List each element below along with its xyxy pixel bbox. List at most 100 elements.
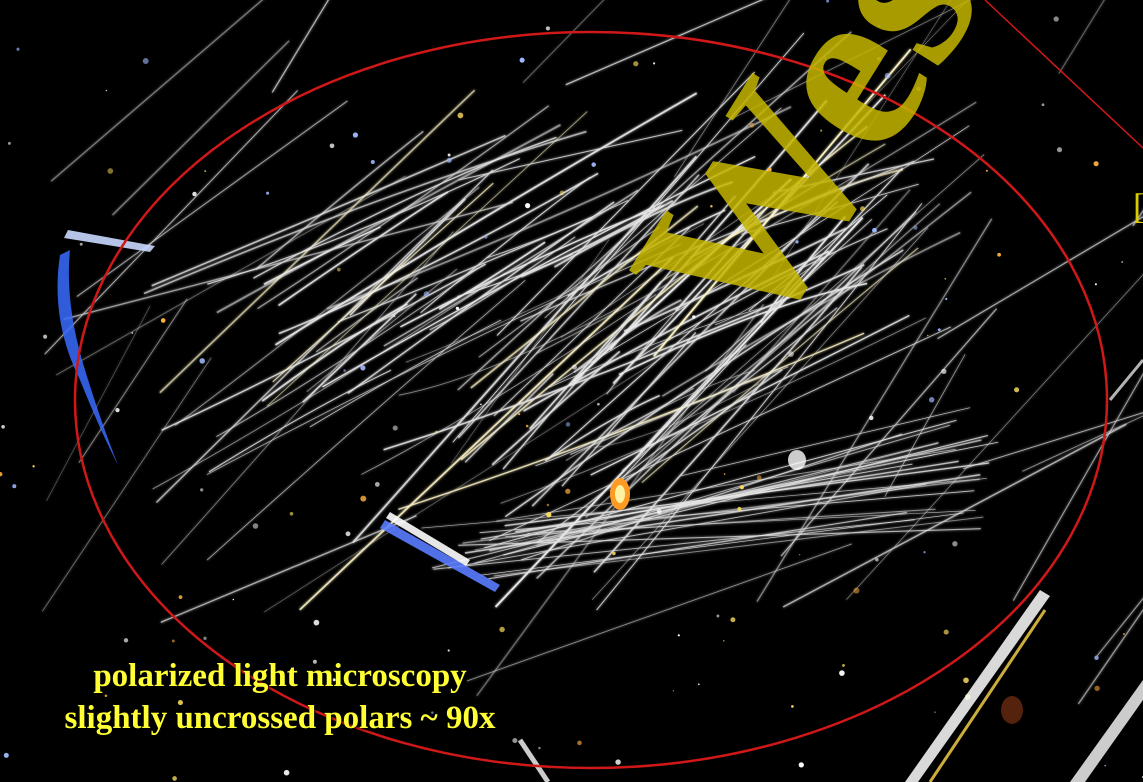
fiber <box>536 307 838 544</box>
particle <box>945 297 948 301</box>
fiber <box>782 423 1127 608</box>
particle <box>749 122 755 128</box>
particle <box>656 509 662 515</box>
fiber <box>208 369 392 473</box>
particle <box>824 57 827 60</box>
particle <box>937 328 941 332</box>
fiber <box>520 160 915 322</box>
particle <box>16 47 20 51</box>
particle <box>697 683 700 686</box>
fiber <box>504 249 904 518</box>
fiber <box>590 314 910 476</box>
particle <box>393 315 396 318</box>
fiber <box>732 189 911 393</box>
particle <box>423 291 430 297</box>
fiber <box>565 0 764 86</box>
particle <box>160 318 166 323</box>
fiber <box>266 111 588 407</box>
particle <box>1094 655 1099 661</box>
fiber <box>680 407 971 477</box>
fiber <box>50 0 264 182</box>
fiber <box>76 100 348 297</box>
caption-line-2: slightly uncrossed polars ~ 90x <box>64 700 496 736</box>
particle <box>591 162 596 167</box>
particle <box>876 56 882 61</box>
particle <box>798 762 804 768</box>
fiber <box>78 298 188 463</box>
particle <box>329 143 335 149</box>
particle <box>1041 103 1045 107</box>
fiber <box>629 228 888 363</box>
fiber <box>963 412 1143 470</box>
fiber <box>591 227 929 601</box>
particle <box>546 503 550 507</box>
fiber <box>278 191 449 307</box>
fiber <box>457 31 852 391</box>
particle <box>572 364 577 370</box>
particle <box>545 26 550 31</box>
fiber <box>306 268 458 393</box>
asbestos-fiber-bundle <box>41 0 1143 705</box>
particle <box>820 129 823 132</box>
particle <box>457 112 464 119</box>
particle <box>767 167 772 172</box>
fiber <box>520 433 903 561</box>
particle <box>872 227 877 233</box>
fiber <box>759 216 846 324</box>
particle <box>788 351 794 357</box>
particle <box>565 488 571 494</box>
particle <box>677 634 680 637</box>
particle <box>963 677 969 684</box>
particle <box>798 553 801 556</box>
annotation-pointer-line <box>984 0 1143 149</box>
particle <box>1056 147 1063 153</box>
particle <box>283 769 290 776</box>
fiber <box>398 305 623 396</box>
particle <box>1014 387 1020 393</box>
fiber <box>1058 0 1105 74</box>
fiber <box>206 243 682 475</box>
fiber <box>496 71 756 336</box>
particle <box>952 541 958 547</box>
particle <box>431 711 434 714</box>
fiber <box>1012 373 1143 601</box>
fiber <box>322 155 756 388</box>
fiber <box>515 460 959 533</box>
particle <box>633 61 639 67</box>
particle <box>512 738 518 744</box>
particle <box>597 402 600 406</box>
fiber <box>349 198 466 316</box>
particle <box>447 153 451 157</box>
particle <box>177 700 183 706</box>
fiber <box>400 204 665 328</box>
particle <box>352 132 359 138</box>
particle <box>499 626 505 633</box>
fiber <box>937 216 1143 340</box>
particle <box>484 235 488 239</box>
particle <box>878 25 881 28</box>
fiber <box>309 319 502 428</box>
fiber <box>271 0 330 93</box>
fiber <box>337 216 593 323</box>
particle <box>997 252 1001 257</box>
fiber <box>573 299 682 374</box>
fiber <box>496 448 956 522</box>
fiber <box>398 332 865 511</box>
fiber <box>63 201 513 320</box>
fiber <box>494 216 864 608</box>
particle <box>455 306 460 311</box>
particle <box>107 168 114 174</box>
particle <box>3 752 9 758</box>
particle <box>370 159 375 165</box>
fiber <box>728 0 971 121</box>
particle <box>313 619 320 626</box>
fiber <box>438 241 546 310</box>
particle <box>360 365 366 371</box>
fiber <box>160 515 417 623</box>
fiber <box>1077 609 1143 705</box>
fiber <box>639 167 904 453</box>
fiber <box>488 511 907 580</box>
fiber <box>846 274 1143 600</box>
